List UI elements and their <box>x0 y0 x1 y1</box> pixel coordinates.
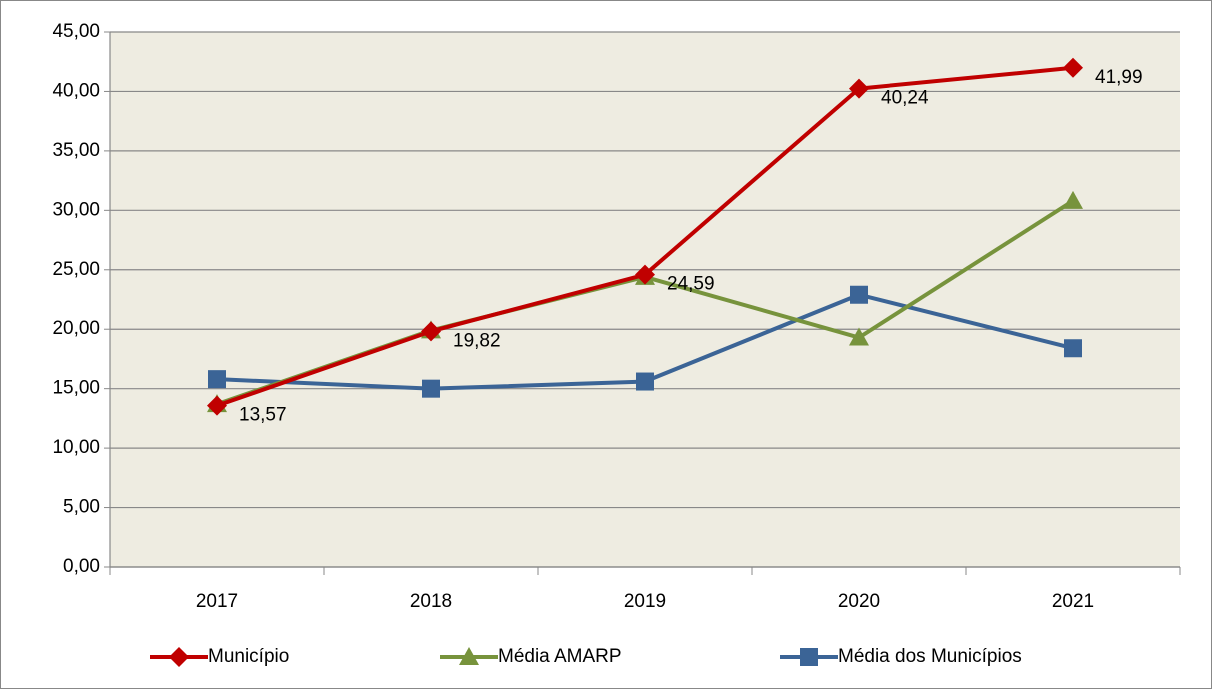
marker <box>849 78 869 99</box>
y-tick-label: 5,00 <box>63 497 100 518</box>
legend-label: Média dos Municípios <box>838 646 1022 667</box>
marker <box>207 395 227 416</box>
data-label: 19,82 <box>453 330 501 351</box>
x-tick-label: 2020 <box>838 591 880 612</box>
data-label: 40,24 <box>881 88 929 109</box>
x-tick-label: 2021 <box>1052 591 1094 612</box>
marker <box>635 264 655 285</box>
y-tick-label: 40,00 <box>52 80 100 101</box>
legend-label: Média AMARP <box>498 646 622 667</box>
marker <box>636 372 654 391</box>
y-tick-label: 10,00 <box>52 437 100 458</box>
marker <box>850 285 868 304</box>
x-tick-label: 2017 <box>196 591 238 612</box>
marker <box>208 370 226 389</box>
data-label: 24,59 <box>667 274 715 295</box>
legend-marker <box>169 647 189 667</box>
y-tick-label: 35,00 <box>52 140 100 161</box>
y-tick-label: 30,00 <box>52 199 100 220</box>
y-tick-label: 20,00 <box>52 318 100 339</box>
marker <box>1063 190 1083 209</box>
data-label: 13,57 <box>239 405 287 426</box>
marker <box>422 379 440 398</box>
plot-area <box>110 32 1180 567</box>
y-tick-label: 15,00 <box>52 378 100 399</box>
legend-label: Município <box>208 646 289 667</box>
y-tick-label: 25,00 <box>52 259 100 280</box>
legend-marker <box>459 647 479 665</box>
data-label: 41,99 <box>1095 67 1143 88</box>
marker <box>1064 339 1082 358</box>
marker <box>849 327 869 346</box>
marker <box>1063 57 1083 78</box>
y-tick-label: 0,00 <box>63 556 100 577</box>
y-tick-label: 45,00 <box>52 21 100 42</box>
marker <box>421 321 441 342</box>
x-tick-label: 2019 <box>624 591 666 612</box>
x-tick-label: 2018 <box>410 591 452 612</box>
legend-marker <box>800 648 818 666</box>
